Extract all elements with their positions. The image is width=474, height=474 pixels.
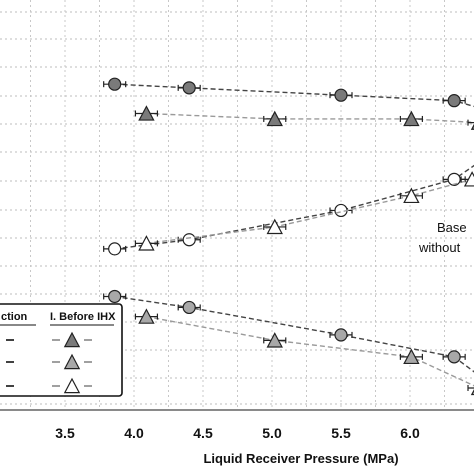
data-point	[463, 171, 474, 187]
legend-box	[0, 303, 123, 397]
legend-triangle-marker	[63, 331, 81, 348]
series-line	[114, 164, 474, 250]
data-point	[447, 350, 461, 364]
data-point	[182, 81, 196, 95]
x-axis-label: Liquid Receiver Pressure (MPa)	[203, 451, 398, 466]
data-point	[403, 348, 420, 365]
data-point	[138, 308, 155, 324]
series-group	[134, 308, 474, 396]
data-point	[447, 172, 461, 186]
data-point	[334, 88, 348, 102]
legend-header-left: ction	[1, 311, 28, 323]
legend-header-right: I. Before IHX	[50, 311, 116, 323]
series-group	[134, 105, 474, 130]
annotation-line-2: without	[418, 240, 461, 255]
legend: ction I. Before IHX	[0, 303, 123, 397]
legend-rows	[6, 331, 92, 394]
x-tick-label: 3.5	[55, 425, 75, 441]
data-point	[266, 218, 283, 235]
x-tick-label: 5.0	[262, 425, 282, 441]
series-line	[146, 112, 474, 124]
data-point	[182, 233, 196, 247]
series-line	[146, 178, 473, 245]
data-point	[182, 300, 196, 315]
legend-triangle-marker	[63, 377, 81, 394]
data-point	[138, 105, 155, 121]
series-group	[134, 171, 474, 251]
series-group	[103, 77, 474, 108]
data-point	[108, 289, 122, 304]
data-point	[108, 77, 122, 91]
data-point	[334, 328, 348, 342]
data-point	[447, 94, 461, 108]
legend-triangle-marker	[63, 353, 81, 370]
x-tick-labels: 3.54.04.55.05.56.06	[55, 425, 420, 441]
data-point	[470, 389, 474, 396]
data-point	[470, 123, 474, 130]
data-point	[108, 242, 122, 256]
series-group	[103, 289, 474, 373]
data-series	[103, 77, 474, 396]
x-tick-label: 4.0	[124, 425, 144, 441]
annotation-line-1: Base	[437, 220, 467, 235]
x-tick-label: 6.0	[400, 425, 420, 441]
data-point	[266, 110, 283, 127]
data-point	[138, 235, 155, 251]
x-tick-label: 4.5	[193, 425, 213, 441]
series-line	[146, 315, 474, 387]
series-line	[114, 295, 474, 373]
series-group	[103, 164, 474, 256]
data-point	[403, 110, 420, 127]
x-tick-label: 5.5	[331, 425, 351, 441]
data-point	[266, 332, 283, 348]
data-point	[403, 187, 420, 204]
